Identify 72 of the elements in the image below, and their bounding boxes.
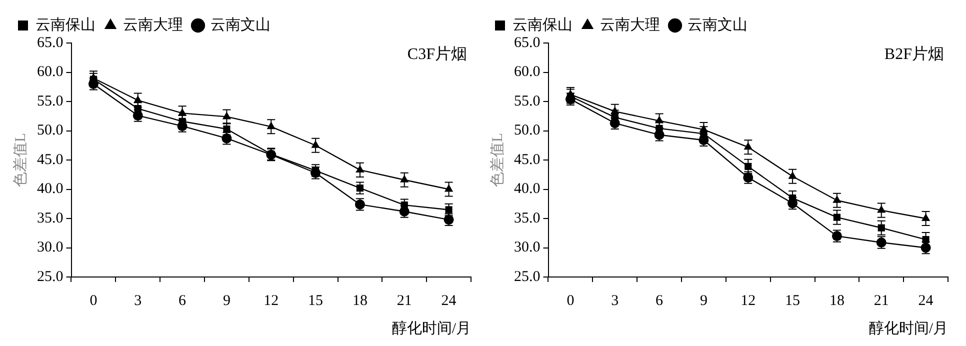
point xyxy=(699,124,708,132)
point xyxy=(178,108,187,116)
x-tick-label: 3 xyxy=(611,292,619,309)
legend-label: 云南文山 xyxy=(688,16,748,34)
x-tick-label: 24 xyxy=(441,292,457,309)
y-tick-label: 45.0 xyxy=(514,152,540,168)
point xyxy=(400,174,409,182)
y-tick-label: 30.0 xyxy=(514,240,540,256)
point xyxy=(877,205,886,213)
y-tick-label: 60.0 xyxy=(37,64,64,80)
x-tick-label: 18 xyxy=(352,292,368,309)
y-tick-label: 60.0 xyxy=(514,64,540,80)
y-tick-label: 50.0 xyxy=(37,122,64,139)
y-axis-title: 色差值L xyxy=(12,132,29,188)
y-axis-title: 色差值L xyxy=(488,132,506,188)
x-tick-label: 12 xyxy=(740,292,756,309)
point xyxy=(566,89,575,97)
x-tick-label: 0 xyxy=(90,292,98,309)
legend-label: 云南保山 xyxy=(512,16,572,34)
y-tick-label: 40.0 xyxy=(514,181,540,198)
point xyxy=(921,214,930,221)
y-tick-label: 55.0 xyxy=(37,93,64,110)
x-tick-label: 21 xyxy=(874,292,889,309)
legend-label: 云南大理 xyxy=(600,16,660,34)
y-tick-label: 45.0 xyxy=(37,152,64,168)
point xyxy=(610,106,620,114)
point xyxy=(744,142,752,150)
x-tick-label: 12 xyxy=(264,292,279,309)
point xyxy=(654,116,664,124)
point xyxy=(611,114,618,121)
point xyxy=(832,195,842,203)
point xyxy=(878,224,885,232)
legend-label: 云南保山 xyxy=(36,16,96,34)
point xyxy=(833,214,840,221)
y-tick-label: 25.0 xyxy=(37,268,64,285)
x-tick-label: 18 xyxy=(829,292,844,309)
x-axis-title: 醇化时间/月 xyxy=(868,320,948,337)
y-tick-label: 25.0 xyxy=(514,268,540,285)
point xyxy=(744,162,752,170)
point xyxy=(266,122,276,130)
x-axis-title: 醇化时间/月 xyxy=(392,320,471,337)
x-tick-label: 9 xyxy=(700,292,708,309)
point xyxy=(311,140,320,148)
x-tick-label: 24 xyxy=(918,292,934,309)
y-tick-label: 50.0 xyxy=(514,122,540,139)
x-tick-label: 3 xyxy=(134,292,142,309)
point xyxy=(788,171,797,179)
point xyxy=(222,112,232,120)
y-tick-label: 65.0 xyxy=(37,34,64,51)
legend-label: 云南大理 xyxy=(123,16,183,34)
y-tick-label: 40.0 xyxy=(37,181,64,198)
point xyxy=(356,164,364,172)
point xyxy=(444,184,454,192)
y-tick-label: 35.0 xyxy=(514,210,540,226)
x-tick-label: 9 xyxy=(222,292,230,309)
point xyxy=(656,124,663,132)
annotation: C3F片烟 xyxy=(407,45,467,64)
y-tick-label: 30.0 xyxy=(37,240,64,256)
point xyxy=(134,95,142,103)
legend-label: 云南文山 xyxy=(210,16,270,34)
point xyxy=(922,236,930,244)
y-tick-label: 35.0 xyxy=(37,210,64,226)
x-tick-label: 21 xyxy=(396,292,412,309)
x-tick-label: 6 xyxy=(656,292,664,309)
x-tick-label: 0 xyxy=(566,292,574,309)
x-tick-label: 6 xyxy=(178,292,187,309)
annotation: B2F片烟 xyxy=(884,45,944,64)
x-tick-label: 15 xyxy=(308,292,324,309)
y-tick-label: 65.0 xyxy=(514,34,540,51)
x-tick-label: 15 xyxy=(785,292,800,309)
point xyxy=(89,73,98,81)
y-tick-label: 55.0 xyxy=(514,93,540,110)
